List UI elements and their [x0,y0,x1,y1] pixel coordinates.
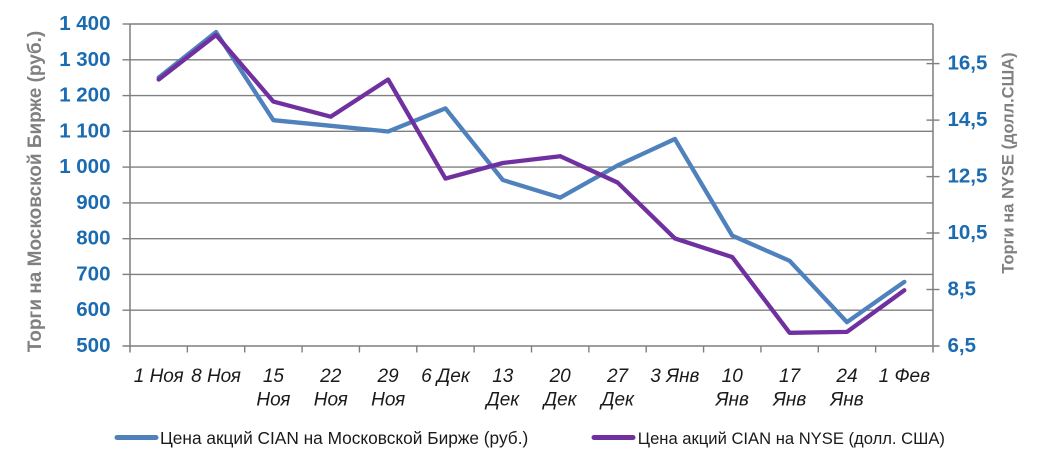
svg-text:1 100: 1 100 [59,119,110,142]
svg-text:Янв: Янв [772,390,806,411]
svg-text:700: 700 [76,262,110,285]
svg-text:Торги на NYSE (долл.США): Торги на NYSE (долл.США) [1000,52,1018,273]
svg-text:22: 22 [319,366,342,387]
svg-text:8 Ноя: 8 Ноя [191,366,241,387]
svg-text:1 000: 1 000 [59,155,110,178]
svg-text:800: 800 [76,227,110,250]
svg-text:17: 17 [779,366,802,387]
svg-text:1 300: 1 300 [59,48,110,71]
svg-text:Торги на Московской Бирже (руб: Торги на Московской Бирже (руб.) [25,31,46,352]
svg-text:1 200: 1 200 [59,84,110,107]
svg-text:10,5: 10,5 [948,221,988,244]
svg-text:13: 13 [492,366,514,387]
svg-text:12,5: 12,5 [948,165,988,188]
svg-text:Янв: Янв [829,390,863,411]
svg-text:6,5: 6,5 [948,334,977,357]
svg-text:3 Янв: 3 Янв [650,366,699,387]
svg-text:15: 15 [263,366,285,387]
svg-text:Цена акций CIAN на NYSE (долл.: Цена акций CIAN на NYSE (долл. США) [638,429,945,448]
svg-text:1 Фев: 1 Фев [879,366,931,387]
svg-text:29: 29 [377,366,400,387]
svg-text:Дек: Дек [484,390,520,411]
svg-text:900: 900 [76,191,110,214]
svg-text:14,5: 14,5 [948,108,988,131]
svg-text:1 400: 1 400 [59,12,110,35]
svg-text:27: 27 [606,366,630,387]
svg-text:Янв: Янв [715,390,749,411]
svg-text:Ноя: Ноя [314,390,348,411]
svg-text:1 Ноя: 1 Ноя [134,366,184,387]
svg-text:Дек: Дек [599,390,635,411]
svg-text:6 Дек: 6 Дек [421,366,471,387]
svg-text:Ноя: Ноя [371,390,405,411]
svg-text:24: 24 [835,366,857,387]
svg-text:20: 20 [549,366,572,387]
svg-text:Дек: Дек [542,390,578,411]
svg-text:Ноя: Ноя [256,390,290,411]
svg-text:Цена акций CIAN на Московской: Цена акций CIAN на Московской Бирже (руб… [160,428,528,448]
svg-text:8,5: 8,5 [948,278,977,301]
svg-text:16,5: 16,5 [948,52,988,75]
svg-text:10: 10 [722,366,744,387]
svg-text:500: 500 [76,334,110,357]
svg-text:600: 600 [76,298,110,321]
